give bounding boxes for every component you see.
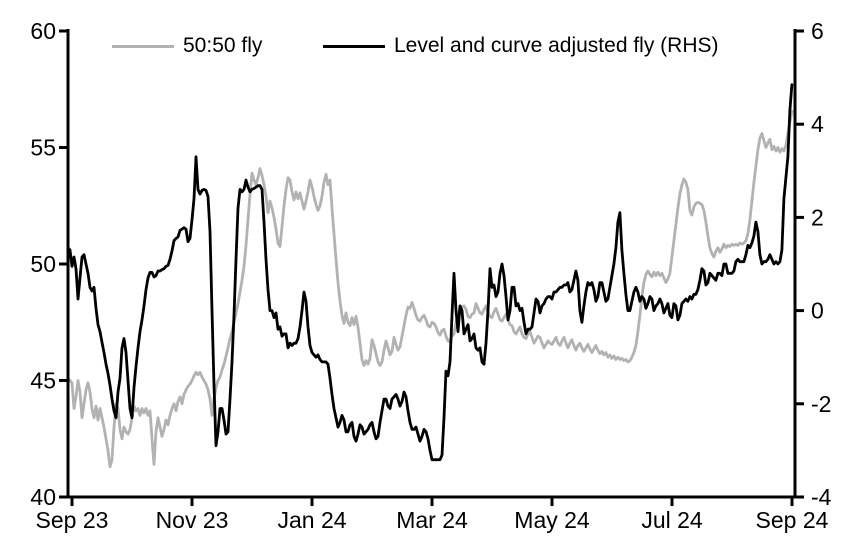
x-axis-tick-label: Nov 23 [156,507,229,533]
y-axis-right-tick-label: 4 [811,111,824,137]
y-axis-right-tick-label: 0 [811,298,824,324]
y-axis-left-tick-label: 50 [30,251,56,277]
y-axis-right-tick-label: -2 [811,391,831,417]
x-axis-tick-label: Jul 24 [641,507,703,533]
x-axis-tick-label: Sep 24 [756,507,829,533]
y-axis-left-tick-label: 55 [30,135,56,161]
x-axis-tick-label: May 24 [514,507,590,533]
series-line-5050-fly [66,110,794,469]
y-axis-right-tick-label: -4 [811,484,832,510]
x-axis-tick-label: Jan 24 [277,507,346,533]
y-axis-left-tick-label: 45 [30,368,56,394]
y-axis-right-tick-label: 6 [811,18,824,44]
y-axis-left-tick-label: 60 [30,18,56,44]
y-axis-left-tick-label: 40 [30,484,56,510]
series-line-adjusted-fly [66,83,794,462]
x-axis-tick-label: Sep 23 [36,507,109,533]
y-axis-right-tick-label: 2 [811,204,824,230]
x-axis-tick-label: Mar 24 [396,507,468,533]
